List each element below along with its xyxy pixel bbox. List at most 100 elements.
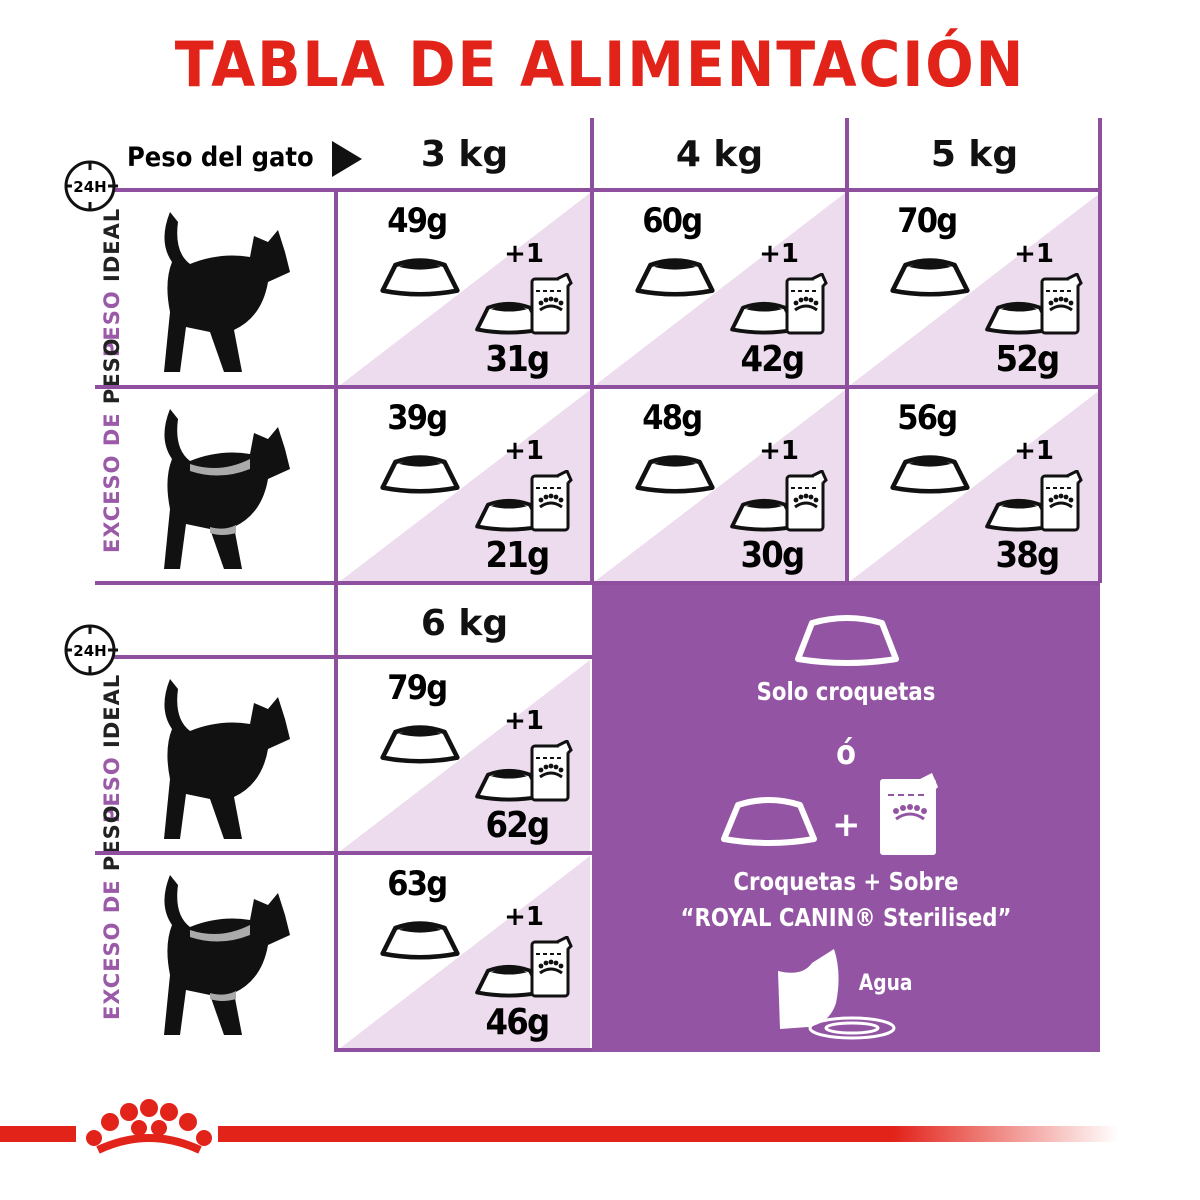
footer-line-right	[218, 1126, 1118, 1142]
mixed-dry-amount: 21g	[485, 535, 551, 576]
pouch-count: +1	[504, 436, 544, 466]
pouch-icon	[529, 934, 573, 1002]
pouch-count: +1	[504, 706, 544, 736]
cat-ideal-weight-icon	[150, 669, 300, 853]
grid-line	[95, 581, 1100, 585]
dry-only-amount: 60g	[642, 201, 703, 241]
feeding-cell: 70g +1 52g	[849, 193, 1100, 386]
royal-canin-crown-logo	[86, 1099, 212, 1154]
pouch-icon	[784, 468, 828, 536]
grid-line	[95, 851, 592, 855]
column-header-weight: 5 kg	[930, 134, 1019, 175]
bowl-icon	[379, 452, 461, 498]
mixed-dry-amount: 38g	[995, 535, 1061, 576]
bowl-icon	[379, 722, 461, 768]
dry-only-amount: 70g	[897, 201, 958, 241]
pouch-icon	[529, 738, 573, 806]
combo-label-line1: Croquetas + Sobre	[733, 867, 959, 896]
mixed-dry-amount: 30g	[740, 535, 806, 576]
clock-label: 24H	[73, 178, 106, 196]
grid-line	[110, 655, 592, 659]
column-header-weight: 3 kg	[420, 134, 509, 175]
row-label-dark: IDEAL	[100, 207, 124, 282]
pouch-icon	[1039, 271, 1083, 339]
pouch-count: +1	[1014, 436, 1054, 466]
or-label: ó	[836, 733, 856, 773]
bowl-icon	[379, 918, 461, 964]
row-label-dark: IDEAL	[100, 673, 124, 748]
row-label-exceso: EXCESO DE PESO	[100, 804, 124, 1020]
pouch-icon	[529, 468, 573, 536]
dry-only-amount: 48g	[642, 398, 703, 438]
feeding-cell: 79g +1 62g	[339, 660, 590, 852]
24h-clock-icon: 24H	[64, 624, 118, 676]
pouch-count: +1	[759, 436, 799, 466]
cat-overweight-icon	[150, 865, 300, 1049]
cat-ideal-weight-icon	[150, 202, 300, 386]
feeding-cell: 48g +1 30g	[594, 390, 845, 582]
bowl-icon	[474, 496, 544, 536]
pouch-icon	[784, 271, 828, 339]
dry-only-amount: 49g	[387, 201, 448, 241]
pouch-count: +1	[504, 902, 544, 932]
water-label: Agua	[858, 971, 913, 996]
mixed-dry-amount: 52g	[995, 339, 1061, 380]
bowl-icon	[795, 615, 899, 666]
dry-only-amount: 39g	[387, 398, 448, 438]
mixed-dry-amount: 62g	[485, 805, 551, 846]
bowl-icon	[889, 452, 971, 498]
solo-croquetas-label: Solo croquetas	[756, 677, 936, 706]
24h-clock-icon: 24H	[64, 160, 118, 212]
dry-only-amount: 63g	[387, 864, 448, 904]
feeding-cell: 39g +1 21g	[339, 390, 590, 582]
mixed-dry-amount: 31g	[485, 339, 551, 380]
pouch-count: +1	[1014, 239, 1054, 269]
dry-only-amount: 56g	[897, 398, 958, 438]
cat-overweight-icon	[150, 399, 300, 583]
bowl-icon	[889, 255, 971, 301]
pouch-count: +1	[759, 239, 799, 269]
mixed-dry-amount: 46g	[485, 1002, 551, 1043]
row-label-purple: EXCESO DE	[100, 412, 124, 553]
pouch-icon	[880, 773, 938, 855]
combo-label-line2: “ROYAL CANIN® Sterilised”	[680, 903, 1012, 932]
weight-label: Peso del gato	[127, 142, 314, 173]
mixed-dry-amount: 42g	[740, 339, 806, 380]
bowl-icon	[379, 255, 461, 301]
grid-line	[845, 188, 849, 583]
grid-line	[334, 585, 338, 1052]
column-header-weight: 4 kg	[675, 134, 764, 175]
pouch-icon	[1039, 468, 1083, 536]
feeding-cell: 60g +1 42g	[594, 193, 845, 386]
plus-sign: +	[832, 805, 861, 845]
pouch-count: +1	[504, 239, 544, 269]
grid-line	[1098, 188, 1102, 583]
column-header-weight: 6 kg	[420, 603, 509, 644]
bowl-icon	[721, 797, 817, 846]
feeding-cell: 63g +1 46g	[339, 856, 590, 1049]
dry-only-amount: 79g	[387, 668, 448, 708]
grid-line	[110, 188, 1100, 192]
row-label-ideal: PESO IDEAL	[100, 674, 124, 823]
bowl-icon	[634, 255, 716, 301]
cat-drinking-icon	[778, 949, 896, 1040]
row-label-purple: EXCESO DE	[100, 879, 124, 1020]
footer-line-left	[0, 1126, 76, 1142]
row-label-dark: PESO	[100, 804, 124, 872]
pouch-icon	[529, 271, 573, 339]
feeding-cell: 49g +1 31g	[339, 193, 590, 386]
grid-line	[95, 385, 1100, 389]
row-label-exceso: EXCESO DE PESO	[100, 337, 124, 553]
feeding-cell: 56g +1 38g	[849, 390, 1100, 582]
grid-line	[334, 1048, 592, 1052]
grid-line	[845, 118, 849, 190]
grid-line	[590, 118, 594, 190]
grid-line	[590, 188, 594, 583]
page-title: TABLA DE ALIMENTACIÓN	[174, 28, 1026, 101]
row-label-ideal: PESO IDEAL	[100, 208, 124, 357]
clock-label: 24H	[73, 642, 106, 660]
arrow-right-icon	[332, 141, 362, 177]
bowl-icon	[634, 452, 716, 498]
grid-line	[334, 188, 338, 583]
grid-line	[1098, 118, 1102, 190]
